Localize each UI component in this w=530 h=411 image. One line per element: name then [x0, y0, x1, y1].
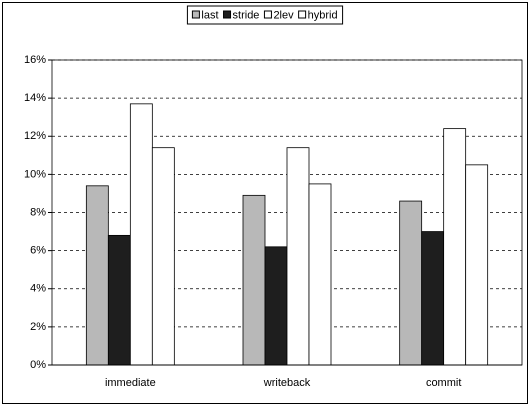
- y-tick-label: 12%: [24, 130, 46, 142]
- legend-label: stride: [233, 9, 260, 21]
- y-tick-label: 6%: [30, 245, 46, 257]
- x-tick-label: commit: [426, 377, 461, 389]
- bar: [308, 183, 332, 366]
- y-tick-label: 4%: [30, 283, 46, 295]
- bar: [85, 185, 109, 366]
- legend-label: 2lev: [273, 9, 294, 21]
- bar: [264, 246, 288, 366]
- legend-swatch: [223, 10, 232, 19]
- bar: [399, 200, 423, 366]
- y-tick-label: 16%: [24, 54, 46, 66]
- legend-swatch: [191, 10, 200, 19]
- bar: [151, 147, 175, 366]
- y-tick-label: 0%: [30, 359, 46, 371]
- x-tick-label: immediate: [105, 377, 156, 389]
- y-tick-label: 2%: [30, 321, 46, 333]
- legend-swatch: [298, 10, 307, 19]
- bar: [129, 103, 153, 366]
- bar: [286, 147, 310, 366]
- legend-label: last: [201, 9, 218, 21]
- bar: [465, 164, 489, 366]
- legend-swatch: [263, 10, 272, 19]
- legend-label: hybrid: [308, 9, 338, 21]
- y-tick-label: 10%: [24, 168, 46, 180]
- legend: last stride 2lev hybrid: [186, 5, 344, 25]
- bar: [242, 194, 266, 366]
- x-tick-label: writeback: [263, 377, 311, 389]
- bar: [443, 128, 467, 366]
- y-tick-label: 14%: [24, 92, 46, 104]
- bar: [107, 234, 131, 366]
- bar: [421, 231, 445, 366]
- y-tick-label: 8%: [30, 206, 46, 218]
